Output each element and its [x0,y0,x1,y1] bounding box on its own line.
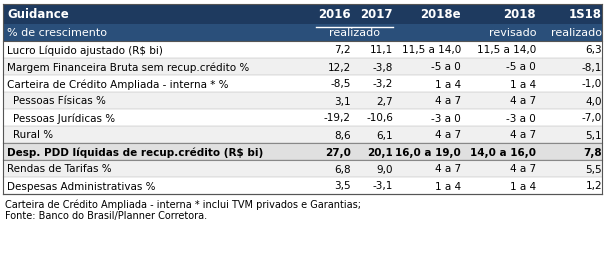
Text: -10,6: -10,6 [366,113,393,123]
Text: 6,1: 6,1 [376,130,393,140]
Text: -1,0: -1,0 [582,79,602,89]
Text: 4 a 7: 4 a 7 [510,164,536,174]
Text: 1 a 4: 1 a 4 [435,79,461,89]
Text: -5 a 0: -5 a 0 [431,62,461,72]
Text: 7,8: 7,8 [583,147,602,157]
Text: Margem Financeira Bruta sem recup.crédito %: Margem Financeira Bruta sem recup.crédit… [7,62,249,72]
Text: Pessoas Físicas %: Pessoas Físicas % [13,96,106,106]
Text: 4 a 7: 4 a 7 [510,96,536,106]
Bar [3,59,602,76]
Text: 2,7: 2,7 [376,96,393,106]
Text: 27,0: 27,0 [325,147,351,157]
Text: 4 a 7: 4 a 7 [435,130,461,140]
Text: 4,0: 4,0 [586,96,602,106]
Text: 2017: 2017 [361,8,393,21]
Bar [3,93,602,109]
Text: Desp. PDD líquidas de recup.crédito (R$ bi): Desp. PDD líquidas de recup.crédito (R$ … [7,147,263,157]
Text: -7,0: -7,0 [582,113,602,123]
Bar [3,160,602,177]
Text: 2018e: 2018e [420,8,461,21]
Text: Pessoas Jurídicas %: Pessoas Jurídicas % [13,113,115,123]
Text: Guidance: Guidance [7,8,69,21]
Text: Carteira de Crédito Ampliada - interna * %: Carteira de Crédito Ampliada - interna *… [7,79,229,89]
Text: 8,6: 8,6 [335,130,351,140]
Text: Despesas Administrativas %: Despesas Administrativas % [7,181,155,191]
Bar [3,5,602,25]
Text: 7,2: 7,2 [335,45,351,55]
Text: -19,2: -19,2 [324,113,351,123]
Text: 3,5: 3,5 [335,181,351,191]
Text: realizado: realizado [329,28,380,38]
Bar [3,76,602,93]
Text: 1 a 4: 1 a 4 [435,181,461,191]
Text: 12,2: 12,2 [328,62,351,72]
Text: -8,5: -8,5 [330,79,351,89]
Text: 11,1: 11,1 [370,45,393,55]
Text: realizado: realizado [551,28,602,38]
Text: 11,5 a 14,0: 11,5 a 14,0 [402,45,461,55]
Text: 9,0: 9,0 [376,164,393,174]
Text: 14,0 a 16,0: 14,0 a 16,0 [470,147,536,157]
Text: Carteira de Crédito Ampliada - interna * inclui TVM privados e Garantias;: Carteira de Crédito Ampliada - interna *… [5,199,361,210]
Text: 1S18: 1S18 [569,8,602,21]
Text: 2016: 2016 [318,8,351,21]
Text: Lucro Líquido ajustado (R$ bi): Lucro Líquido ajustado (R$ bi) [7,45,163,56]
Text: -3,2: -3,2 [373,79,393,89]
Text: 20,1: 20,1 [367,147,393,157]
Bar [3,25,602,42]
Text: Rendas de Tarifas %: Rendas de Tarifas % [7,164,112,174]
Bar [3,144,602,160]
Text: 5,5: 5,5 [586,164,602,174]
Text: -5 a 0: -5 a 0 [506,62,536,72]
Text: 2018: 2018 [503,8,536,21]
Text: -8,1: -8,1 [581,62,602,72]
Text: 1 a 4: 1 a 4 [510,79,536,89]
Text: -3,1: -3,1 [373,181,393,191]
Text: 11,5 a 14,0: 11,5 a 14,0 [477,45,536,55]
Bar [3,126,602,144]
Text: -3,8: -3,8 [373,62,393,72]
Text: 16,0 a 19,0: 16,0 a 19,0 [395,147,461,157]
Bar [3,177,602,194]
Text: % de crescimento: % de crescimento [7,28,107,38]
Text: 4 a 7: 4 a 7 [510,130,536,140]
Text: 6,3: 6,3 [586,45,602,55]
Text: -3 a 0: -3 a 0 [506,113,536,123]
Text: -3 a 0: -3 a 0 [431,113,461,123]
Text: 4 a 7: 4 a 7 [435,164,461,174]
Text: revisado: revisado [488,28,536,38]
Text: 6,8: 6,8 [335,164,351,174]
Text: 4 a 7: 4 a 7 [435,96,461,106]
Bar [3,42,602,59]
Text: 5,1: 5,1 [586,130,602,140]
Text: Rural %: Rural % [13,130,53,140]
Text: 1,2: 1,2 [586,181,602,191]
Text: 1 a 4: 1 a 4 [510,181,536,191]
Bar [3,109,602,126]
Text: Fonte: Banco do Brasil/Planner Corretora.: Fonte: Banco do Brasil/Planner Corretora… [5,210,207,220]
Text: 3,1: 3,1 [335,96,351,106]
